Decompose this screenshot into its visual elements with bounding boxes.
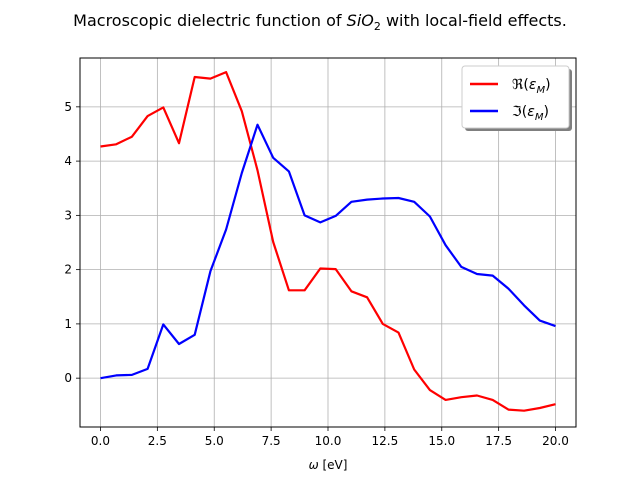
x-axis-label: ω [eV] [309, 458, 348, 472]
legend: ℜ(εM) ℑ(εM) [461, 65, 572, 131]
x-tick-label: 7.5 [262, 434, 281, 448]
x-tick-label: 5.0 [205, 434, 224, 448]
y-tick-label: 0 [64, 371, 72, 385]
legend-label-imag: ℑ(εM) [512, 104, 549, 123]
x-tick-label: 10.0 [315, 434, 342, 448]
y-tick-label: 4 [64, 154, 72, 168]
y-tick-label: 1 [64, 317, 72, 331]
x-tick-label: 0.0 [91, 434, 110, 448]
legend-box [461, 65, 570, 129]
x-tick-label: 2.5 [148, 434, 167, 448]
y-tick-label: 5 [64, 100, 72, 114]
y-tick-label: 3 [64, 208, 72, 222]
x-tick-label: 17.5 [485, 434, 512, 448]
series-line-imag [100, 123, 556, 380]
legend-label-real: ℜ(εM) [512, 77, 551, 96]
series-layer [100, 70, 556, 412]
axis-ticks: 0.0 2.5 5.0 7.5 10.0 12.5 15.0 17.5 20.0 0 1 2 3 4 5 [64, 100, 569, 448]
series-line-real [100, 70, 556, 412]
x-tick-label: 12.5 [372, 434, 399, 448]
chart-title: Macroscopic dielectric function of SiO2 … [73, 11, 567, 33]
y-tick-label: 2 [64, 263, 72, 277]
x-tick-label: 15.0 [428, 434, 455, 448]
x-tick-label: 20.0 [542, 434, 569, 448]
